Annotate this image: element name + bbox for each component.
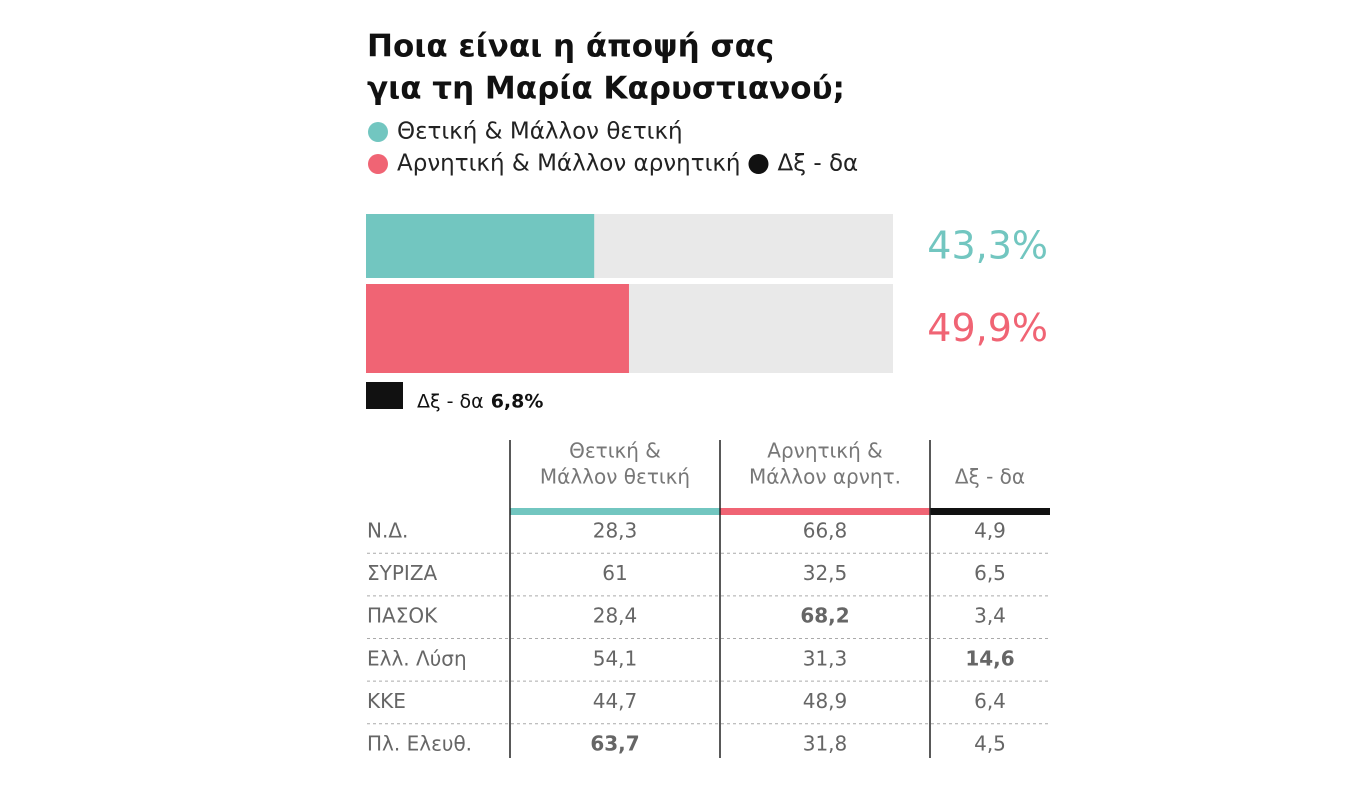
table-cell: 66,8 (803, 519, 848, 543)
legend-label: Αρνητική & Μάλλον αρνητική (397, 151, 740, 177)
row-label: ΠΑΣΟΚ (367, 604, 438, 628)
value-label: 43,3% (927, 224, 1048, 268)
bar (366, 284, 629, 373)
column-header: Θετική & (569, 439, 661, 463)
legend-dot (748, 154, 769, 174)
table-cell: 14,6 (965, 646, 1014, 670)
title-line: για τη Μαρία Καρυστιανού; (367, 71, 845, 107)
table-cell: 48,9 (803, 689, 848, 713)
table-cell: 4,5 (974, 732, 1006, 756)
title-line: Ποια είναι η άποψή σας (367, 29, 774, 65)
legend-dot (368, 154, 388, 174)
table-cell: 44,7 (593, 689, 638, 713)
legend-label: Θετική & Μάλλον θετική (397, 119, 683, 145)
table-cell: 32,5 (803, 561, 848, 585)
row-label: Πλ. Ελευθ. (367, 732, 472, 756)
column-header: Μάλλον θετική (540, 465, 690, 489)
table-cell: 61 (602, 561, 627, 585)
undecided-label: Δξ - δα (417, 391, 484, 413)
column-underline (510, 508, 720, 515)
row-label: Ν.Δ. (367, 519, 408, 543)
column-underline (720, 508, 930, 515)
table-cell: 28,4 (593, 604, 638, 628)
table-cell: 28,3 (593, 519, 638, 543)
row-label: ΣΥΡΙΖΑ (367, 561, 438, 585)
table-cell: 3,4 (974, 604, 1006, 628)
table-cell: 54,1 (593, 646, 638, 670)
column-header: Αρνητική & (767, 439, 882, 463)
table-cell: 6,4 (974, 689, 1006, 713)
table-cell: 6,5 (974, 561, 1006, 585)
legend-dot (368, 122, 388, 142)
table-cell: 68,2 (800, 604, 849, 628)
column-header: Δξ - δα (955, 465, 1025, 489)
column-header: Μάλλον αρνητ. (749, 465, 901, 489)
undecided-value: 6,8% (491, 391, 544, 413)
table-cell: 63,7 (590, 732, 639, 756)
table-cell: 31,3 (803, 646, 848, 670)
legend-label: Δξ - δα (777, 151, 858, 177)
bar (366, 214, 595, 278)
table-cell: 4,9 (974, 519, 1006, 543)
row-label: ΚΚΕ (367, 689, 406, 713)
value-label: 49,9% (927, 306, 1048, 350)
row-label: Ελλ. Λύση (367, 646, 467, 670)
column-underline (930, 508, 1050, 515)
table-cell: 31,8 (803, 732, 848, 756)
undecided-swatch (366, 382, 403, 409)
